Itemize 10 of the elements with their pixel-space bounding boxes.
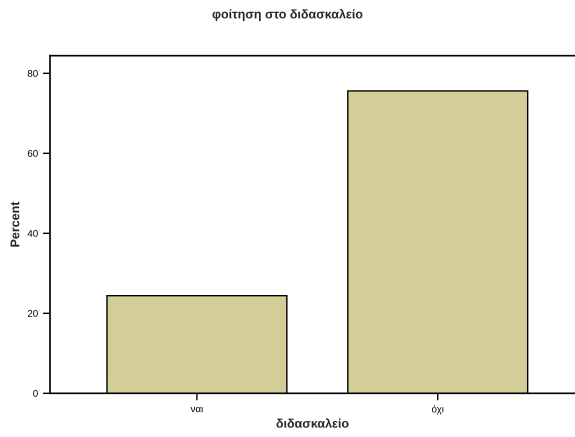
y-axis-title: Percent — [10, 202, 20, 247]
x-tick-label: όχι — [432, 405, 444, 414]
y-tick-label: 60 — [28, 150, 38, 157]
y-tick-label: 20 — [28, 310, 38, 317]
y-tick-label: 0 — [33, 390, 38, 397]
y-tick-label: 40 — [28, 230, 38, 237]
chart-title: φοίτηση στο διδασκαλείο — [212, 9, 362, 21]
y-tick-label: 80 — [28, 70, 38, 77]
x-axis-title: διδασκαλείο — [276, 418, 349, 428]
x-tick-label: ναι — [190, 406, 203, 412]
